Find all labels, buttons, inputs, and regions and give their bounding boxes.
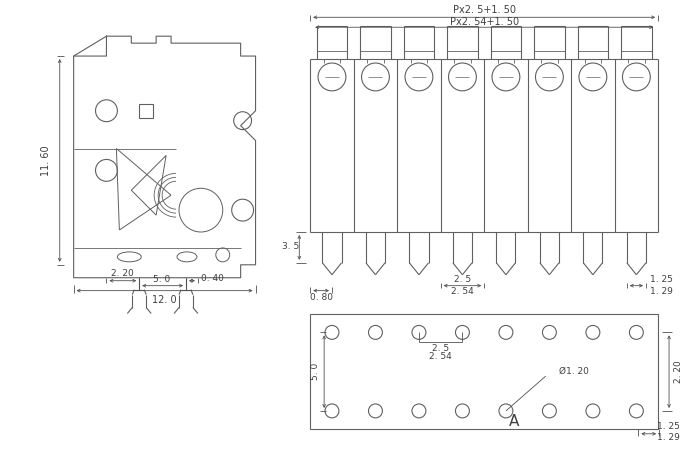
Text: 1. 25: 1. 25: [657, 422, 679, 432]
Text: Px2. 5+1. 50: Px2. 5+1. 50: [452, 6, 516, 15]
Text: 5. 0: 5. 0: [311, 363, 320, 380]
Text: 3. 5: 3. 5: [282, 243, 299, 251]
Text: Ø1. 20: Ø1. 20: [559, 367, 589, 375]
Bar: [139, 104, 153, 118]
Text: 2. 54: 2. 54: [430, 352, 452, 361]
Text: 1. 29: 1. 29: [650, 287, 673, 296]
Text: 2. 20: 2. 20: [111, 269, 134, 278]
Text: Px2. 54+1. 50: Px2. 54+1. 50: [450, 17, 518, 27]
Text: 2. 20: 2. 20: [675, 360, 684, 382]
Text: 5. 0: 5. 0: [153, 275, 171, 284]
Text: 2. 5: 2. 5: [454, 275, 471, 284]
Text: 1. 29: 1. 29: [657, 433, 679, 442]
Text: 2. 5: 2. 5: [432, 344, 449, 353]
Text: A: A: [509, 414, 519, 429]
Text: 1. 25: 1. 25: [650, 275, 673, 284]
Bar: [310, 314, 658, 429]
Text: 2. 54: 2. 54: [451, 287, 474, 296]
Text: 12. 0: 12. 0: [152, 294, 176, 305]
Text: 0. 40: 0. 40: [201, 274, 224, 283]
Text: 0. 80: 0. 80: [310, 293, 332, 302]
Text: 11. 60: 11. 60: [41, 145, 51, 176]
